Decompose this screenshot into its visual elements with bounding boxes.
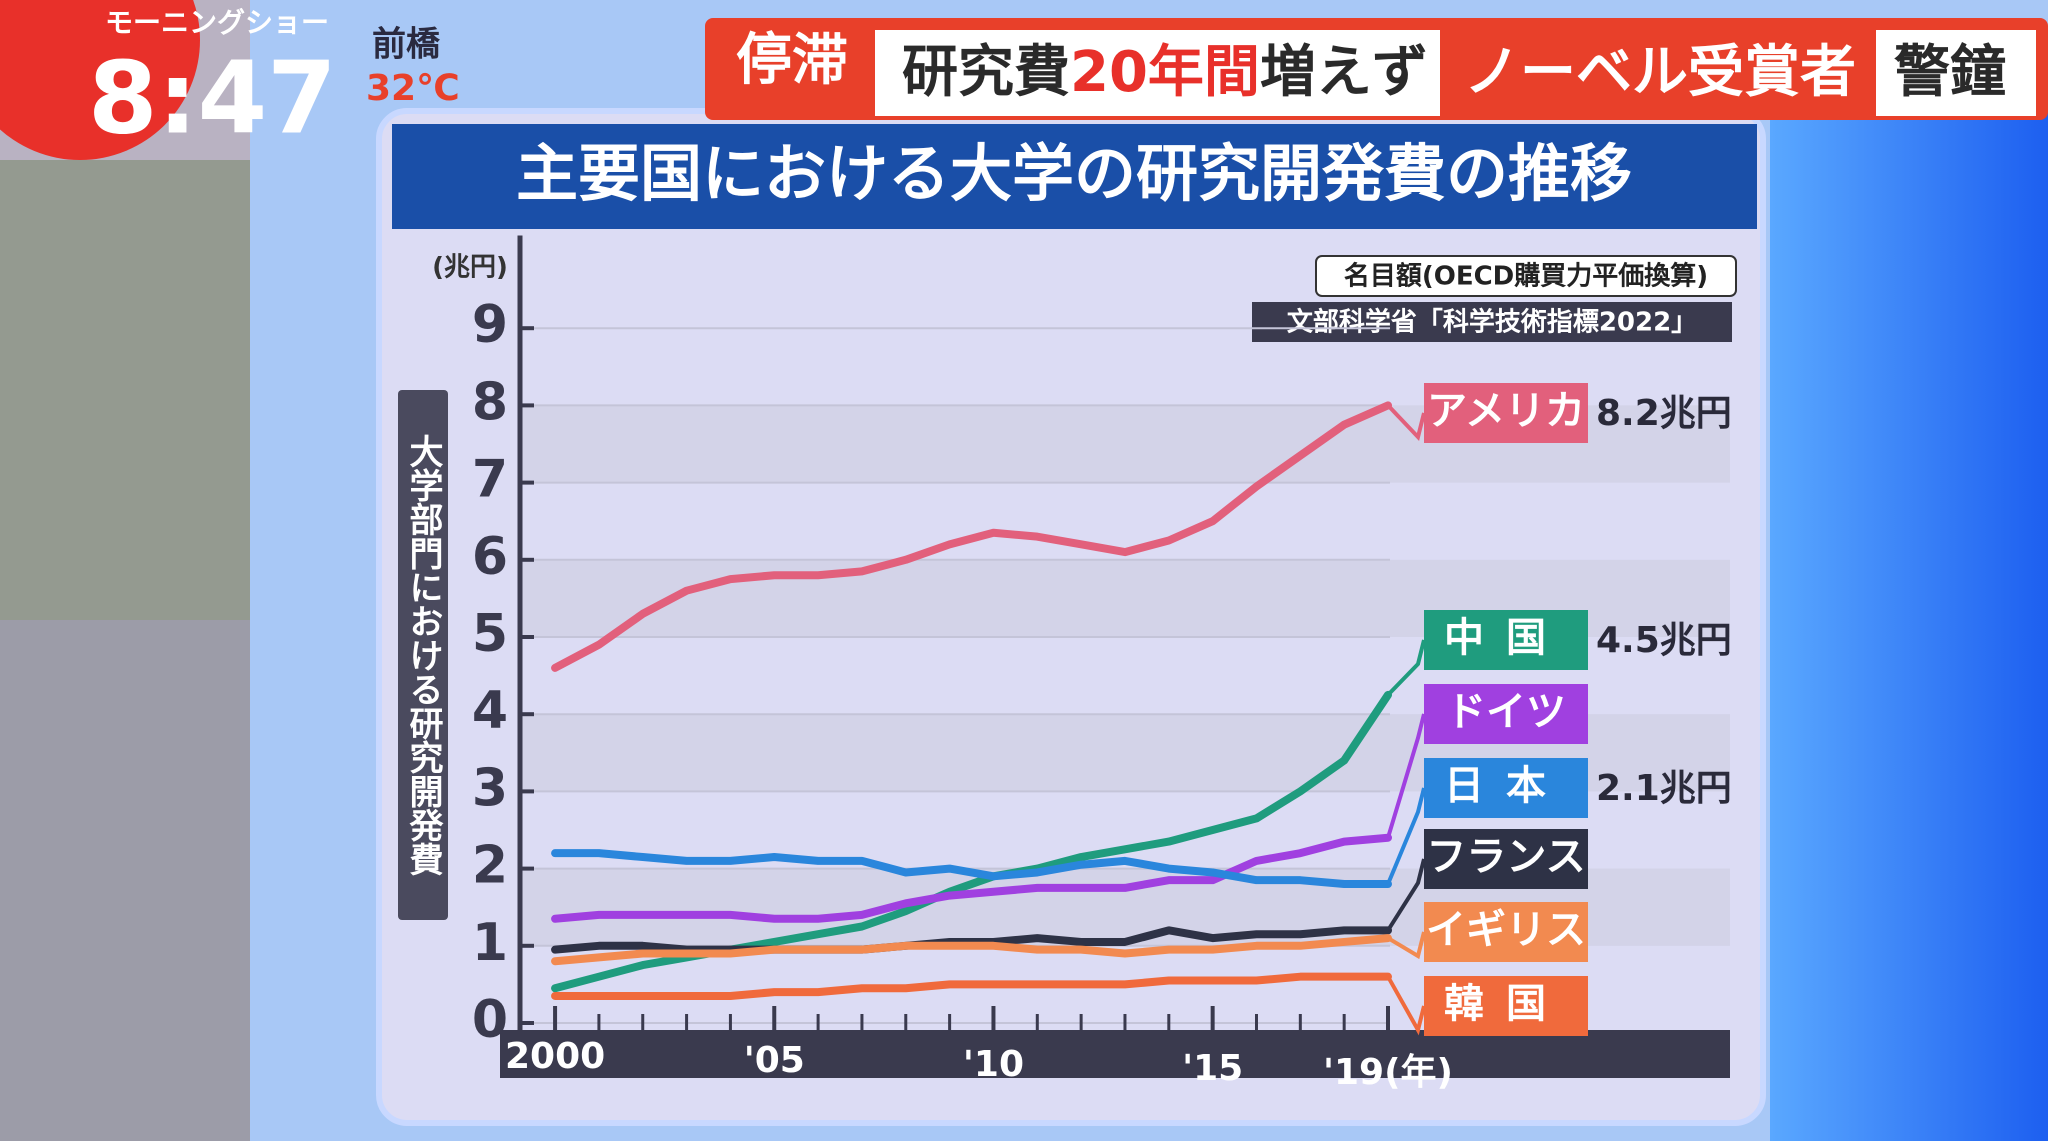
note: 名目額(OECD購買力平価換算) [1344,261,1708,292]
legend-label: 日本 [1444,763,1568,809]
end-label: 4.5兆円 [1596,620,1732,661]
y-axis-label: 大学部門における研究開発費 [403,434,443,876]
headline-box [875,30,1440,116]
legend-label: 韓国 [1444,981,1568,1027]
y-unit: (兆円) [432,253,508,283]
headline-tag: 停滞 [736,28,848,93]
legend-label: アメリカ [1427,388,1585,434]
weather-city: 前橋 [372,25,440,65]
y-tick-label: 2 [472,836,508,896]
weather-temp: 32℃ [366,68,460,109]
legend-connector [1386,639,1426,697]
headline-text: 研究費20年間増えず [902,40,1428,105]
end-label: 2.1兆円 [1596,768,1732,809]
y-label-box [398,390,448,920]
studio-plant [0,160,250,620]
legend-box [1424,684,1588,744]
y-tick-label: 9 [472,295,508,355]
y-tick-label: 8 [472,372,508,432]
note-box [1315,255,1737,297]
series-line [551,972,1392,1000]
x-tick-label: 2000 [505,1036,605,1077]
x-axis-bar [500,1030,1730,1078]
legend-connector [1386,858,1426,932]
legend-box [1424,383,1588,443]
clock-time: 8:47 [88,39,337,156]
plot: 0 1 2 3 4 5 6 7 8 9 2000 '05 '10 '15 '19(年) アメリカ 8.2兆円中国… [472,235,1732,1093]
headline-part: 増えず [1260,40,1428,105]
legend-label: ドイツ [1446,689,1566,735]
headline-part: 20年間 [1070,40,1260,105]
series-line [551,849,1392,889]
legend-box [1424,758,1588,818]
legend-label: イギリス [1426,907,1586,953]
legend-box [1424,610,1588,670]
y-tick-label: 3 [472,758,508,818]
headline-tag2: ノーベル受賞者 [1464,40,1856,105]
legend-connector [1386,931,1426,960]
title-bar [392,124,1757,229]
y-tick-label: 0 [472,990,508,1050]
headline-text2: 警鐘 [1894,40,2006,105]
chart-title: 主要国における大学の研究開発費の推移 [516,137,1632,210]
x-tick-label: '10 [963,1044,1024,1085]
program-name: モーニングショー [105,6,329,39]
legend-connector [1386,975,1426,1036]
clock-badge [0,0,200,160]
legend-connector [1386,787,1426,885]
x-tick-label: '15 [1182,1048,1243,1089]
y-tick-label: 1 [472,913,508,973]
legend-connector [1386,713,1426,839]
headline-part: 研究費 [902,40,1070,105]
legend-label: 中国 [1444,615,1568,661]
y-tick-label: 6 [472,527,508,587]
legend-box [1424,976,1588,1036]
series-line [551,833,1392,923]
legend-box [1424,829,1588,889]
legend-label: フランス [1426,834,1585,880]
series-line [551,401,1392,672]
source: 文部科学省「科学技術指標2022」 [1287,307,1697,338]
end-label: 8.2兆円 [1596,393,1732,434]
x-tick-label: '05 [744,1040,805,1081]
legend-connector [1386,404,1426,442]
y-tick-label: 7 [472,450,508,510]
y-tick-label: 5 [472,604,508,664]
x-tick-label: '19(年) [1323,1052,1453,1093]
series-line [551,934,1392,966]
y-tick-label: 4 [472,681,508,741]
board-right [1770,110,2048,1141]
headline-box [1876,30,2036,116]
studio-floor [0,620,250,1141]
source-box [1252,302,1732,342]
legend-box [1424,902,1588,962]
